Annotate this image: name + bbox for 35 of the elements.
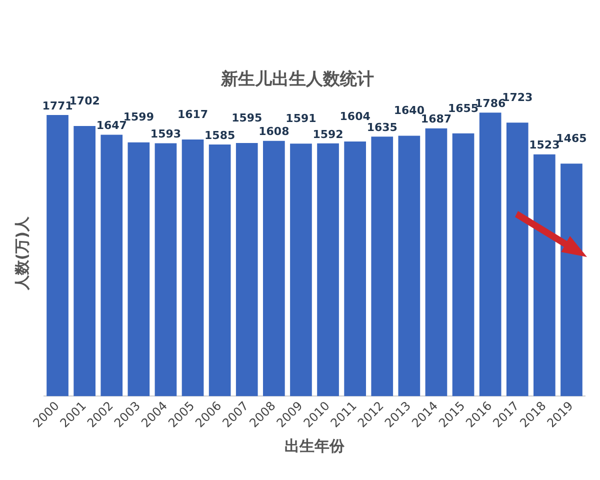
bar [182, 139, 204, 396]
bar [290, 144, 312, 396]
data-label: 1592 [312, 128, 344, 141]
bar [46, 115, 68, 396]
data-label: 1687 [420, 112, 452, 126]
data-label: 1647 [96, 119, 127, 132]
bar [371, 136, 394, 396]
bar [263, 140, 285, 396]
data-label: 1585 [204, 128, 236, 142]
bar [128, 142, 150, 396]
bar [398, 136, 420, 396]
data-label: 1523 [529, 138, 560, 152]
data-label: 1604 [340, 110, 371, 123]
bar [74, 126, 96, 396]
bar [208, 144, 231, 396]
bar [100, 134, 123, 396]
bar [560, 164, 582, 396]
bar [452, 133, 474, 396]
bar [154, 143, 177, 396]
data-label: 1617 [177, 108, 208, 121]
data-label: 1593 [150, 128, 182, 141]
bar [506, 122, 528, 396]
data-label: 1591 [286, 112, 316, 125]
bar [344, 142, 366, 396]
y-axis-title: 人数(万)人 [12, 215, 31, 292]
bar [534, 154, 556, 396]
bar [317, 143, 339, 396]
chart-title: 新生儿出生人数统计 [220, 70, 374, 90]
x-axis-title: 出生年份 [284, 436, 346, 455]
bar [479, 112, 502, 396]
bar [236, 142, 258, 396]
bar [425, 128, 448, 396]
data-label: 1608 [258, 125, 290, 138]
data-label: 1635 [366, 120, 398, 134]
data-label: 1595 [232, 111, 262, 124]
